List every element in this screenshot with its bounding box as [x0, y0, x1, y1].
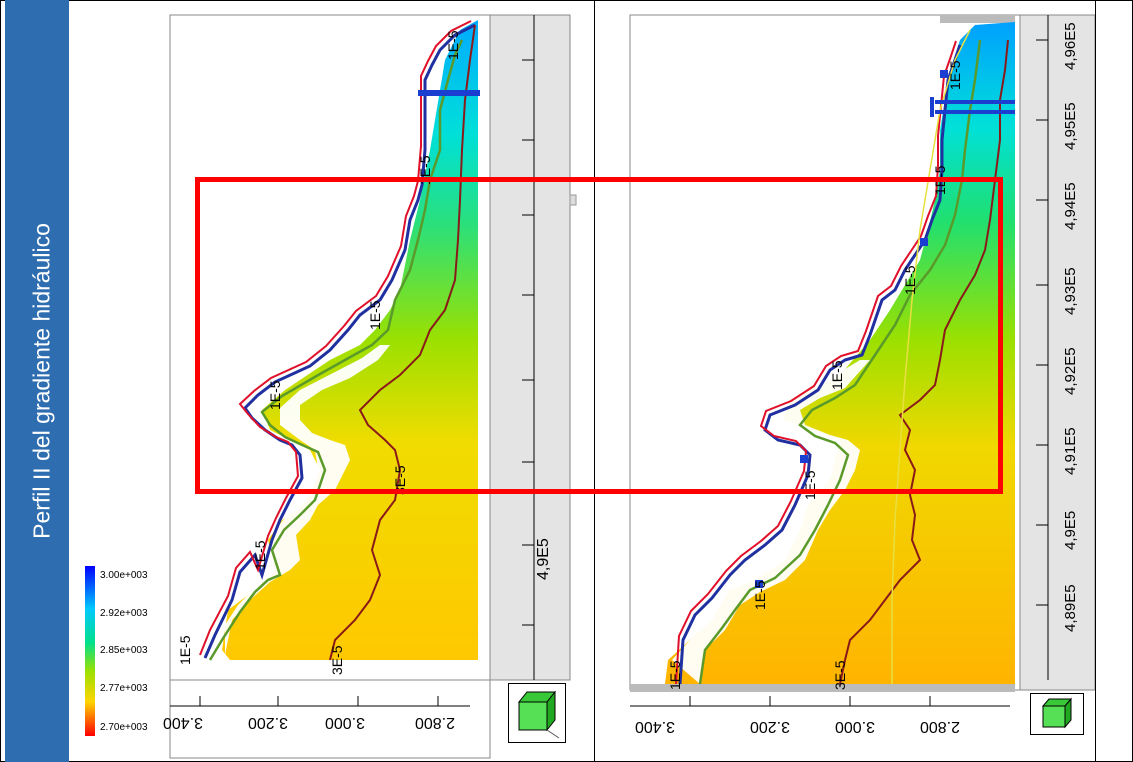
- svg-text:4,95E5: 4,95E5: [1062, 102, 1079, 150]
- right-x-tick-labels: 4,96E5 4,95E5 4,94E5 4,93E5 4,92E5 4,91E…: [1062, 22, 1079, 632]
- left-y-tick-marks: [199, 696, 439, 706]
- legend-label: 2.92e+003: [100, 608, 148, 619]
- highlight-rectangle: [195, 177, 1003, 494]
- svg-text:4,94E5: 4,94E5: [1062, 182, 1079, 230]
- legend-label: 2.70e+003: [100, 722, 148, 733]
- title-sidebar: Perfil II del gradiente hidráulico: [5, 0, 69, 762]
- right-water-table-line: [891, 29, 971, 684]
- contour-label: 1E-5: [752, 580, 768, 610]
- legend-label: 2.77e+003: [100, 683, 148, 694]
- svg-text:3.000: 3.000: [835, 718, 875, 735]
- right-x-tick-marks: [1036, 39, 1048, 606]
- right-3d-view-cube-button[interactable]: [1030, 693, 1084, 735]
- contour-label: 1E-5: [445, 30, 461, 60]
- left-x-tick-marks: [522, 59, 534, 626]
- contour-label: 1E-5: [902, 265, 918, 295]
- left-scroll-notch: [569, 194, 577, 206]
- svg-text:4,96E5: 4,96E5: [1062, 22, 1079, 70]
- left-contour-brown: [329, 24, 476, 661]
- svg-text:3.200: 3.200: [248, 714, 288, 731]
- right-well-markers: [755, 70, 1015, 588]
- svg-text:4,92E5: 4,92E5: [1062, 347, 1079, 395]
- contour-label: 1E-5: [267, 380, 283, 410]
- right-y-tick-labels: 3.400 3.200 3.000 2.800: [635, 718, 960, 735]
- left-contour-blue: [203, 23, 476, 659]
- panel-divider: [594, 0, 595, 762]
- contour-label: 1E-5: [667, 660, 683, 690]
- right-contour-brown: [839, 39, 1009, 685]
- right-contour-blue: [678, 44, 962, 685]
- legend-label: 3.00e+003: [100, 570, 148, 581]
- frame-right-edge: [1095, 0, 1096, 762]
- left-y-tick-labels: 3.400 3.200 3.000 2.800: [163, 714, 455, 731]
- right-model-view: 1E-5 1E-5 1E-5 1E-5 1E-5 1E-5 1E-5 3E-5 …: [629, 14, 1095, 735]
- left-well-marker: [418, 90, 480, 96]
- svg-text:2.800: 2.800: [415, 714, 455, 731]
- left-x-tick-label: 4,9E5: [535, 538, 552, 580]
- svg-text:3.200: 3.200: [750, 718, 790, 735]
- svg-text:4,9E5: 4,9E5: [1062, 511, 1079, 550]
- left-model-view: 1E-5 1E-5 1E-5 1E-5 1E-5 1E-5 3E-5 3E-5 …: [163, 14, 577, 759]
- contour-label: 3E-5: [329, 645, 345, 675]
- legend-label: 2.85e+003: [100, 645, 148, 656]
- svg-text:3.400: 3.400: [635, 718, 675, 735]
- right-bottom-grey-bar: [630, 684, 1015, 692]
- right-y-tick-marks: [689, 696, 931, 706]
- svg-text:3.000: 3.000: [325, 714, 365, 731]
- left-3d-view-cube-button[interactable]: [508, 683, 566, 743]
- contour-label: 3E-5: [392, 465, 408, 495]
- svg-text:2.800: 2.800: [920, 718, 960, 735]
- left-colored-field: [222, 20, 478, 660]
- svg-text:4,91E5: 4,91E5: [1062, 427, 1079, 475]
- svg-text:4,93E5: 4,93E5: [1062, 267, 1079, 315]
- right-white-band: [672, 360, 870, 684]
- right-top-grey-bar: [940, 15, 1015, 23]
- svg-text:3.400: 3.400: [163, 714, 203, 731]
- color-legend-bar: [85, 566, 95, 736]
- contour-label: 1E-5: [947, 60, 963, 90]
- contour-label: 1E-5: [252, 540, 268, 570]
- contour-label: 1E-5: [177, 635, 193, 665]
- left-bottom-axis-bg: [169, 679, 491, 759]
- contour-label: 1E-5: [829, 360, 845, 390]
- left-contour-labels: 1E-5 1E-5 1E-5 1E-5 1E-5 1E-5 3E-5 3E-5: [177, 30, 461, 675]
- right-x-axis-bg: [1019, 14, 1095, 691]
- left-white-band: [225, 345, 390, 655]
- right-colored-field: [665, 22, 1015, 684]
- contour-label: 1E-5: [367, 300, 383, 330]
- left-contour-red: [199, 20, 472, 656]
- left-x-axis-bg: [489, 14, 571, 681]
- sidebar-title: Perfil II del gradiente hidráulico: [28, 223, 55, 539]
- svg-text:4,89E5: 4,89E5: [1062, 584, 1079, 632]
- contour-label: 3E-5: [832, 660, 848, 690]
